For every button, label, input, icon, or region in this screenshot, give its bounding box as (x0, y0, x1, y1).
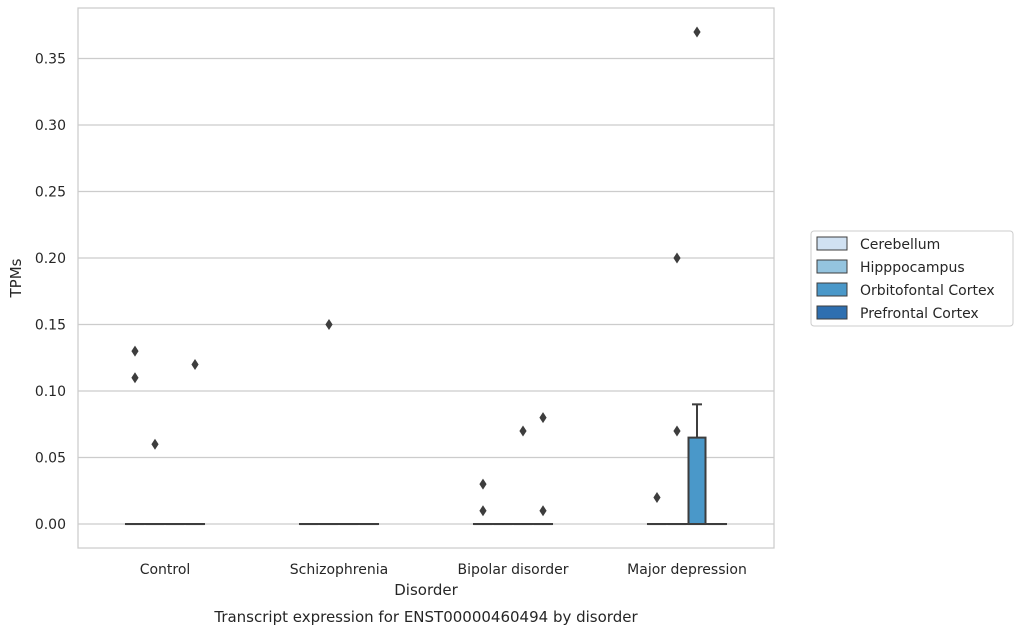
outliers (131, 26, 701, 517)
plot-area (77, 7, 775, 549)
legend-swatch (816, 282, 848, 297)
outlier-point (479, 505, 487, 517)
gridlines (78, 57, 774, 525)
legend-swatch (816, 259, 848, 274)
box-rect (687, 436, 707, 526)
y-tick-label: 0.35 (35, 52, 66, 68)
y-axis-label: TPMs (7, 258, 25, 298)
chart-title: Transcript expression for ENST0000046049… (213, 608, 638, 626)
y-tick-label: 0.10 (35, 384, 66, 400)
legend-label: Cerebellum (860, 237, 940, 253)
box-3-2 (687, 403, 708, 526)
legend-swatch (816, 305, 848, 320)
x-axis-tick-labels: Control Schizophrenia Bipolar disorder Majo… (140, 562, 747, 578)
y-tick-label: 0.00 (35, 517, 66, 533)
x-axis-label: Disorder (394, 581, 458, 599)
legend-label: Prefrontal Cortex (860, 306, 979, 322)
outlier-point (131, 345, 139, 357)
x-tick-label: Major depression (627, 562, 747, 578)
y-tick-label: 0.15 (35, 318, 66, 334)
legend-label: Orbitofontal Cortex (860, 283, 995, 299)
outlier-point (673, 425, 681, 437)
legend: Cerebellum Hipppocampus Orbitofontal Corte… (810, 230, 1014, 327)
y-tick-label: 0.30 (35, 118, 66, 134)
outlier-point (131, 372, 139, 384)
legend-label: Hipppocampus (860, 260, 965, 276)
legend-frame (810, 230, 1014, 327)
outlier-point (673, 252, 681, 264)
outlier-point (653, 491, 661, 503)
outlier-point (539, 505, 547, 517)
y-tick-label: 0.20 (35, 251, 66, 267)
x-tick-label: Bipolar disorder (457, 562, 568, 578)
legend-swatch (816, 236, 848, 251)
outlier-point (191, 358, 199, 370)
boxes (124, 403, 728, 526)
x-tick-label: Control (140, 562, 191, 578)
y-tick-label: 0.25 (35, 185, 66, 201)
outlier-point (325, 319, 333, 331)
outlier-point (539, 412, 547, 424)
outlier-point (693, 26, 701, 38)
outlier-point (151, 438, 159, 450)
x-tick-label: Schizophrenia (290, 562, 388, 578)
outlier-point (479, 478, 487, 490)
y-tick-label: 0.05 (35, 451, 66, 467)
plot-frame (77, 7, 775, 549)
y-axis-tick-labels: 0.00 0.05 0.10 0.15 0.20 0.25 0.30 0.35 (35, 52, 66, 534)
outlier-point (519, 425, 527, 437)
